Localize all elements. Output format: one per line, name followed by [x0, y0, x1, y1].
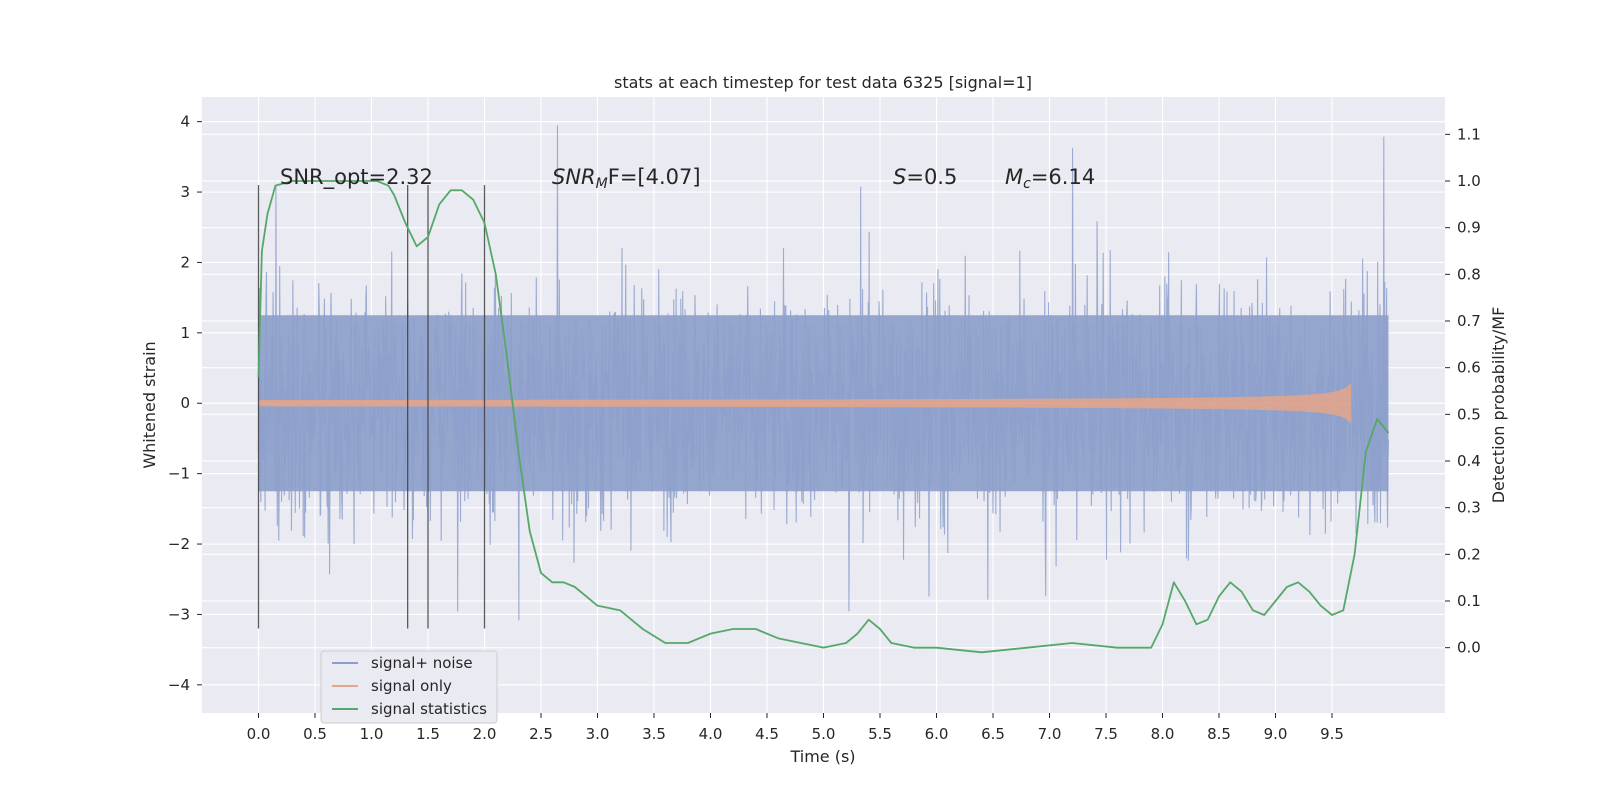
y-tick-label: −2: [168, 535, 190, 553]
y-tick-label: 1: [180, 324, 190, 342]
annotation-snr-mf-symbol: SNR: [552, 165, 596, 189]
vertical-lines: [257, 185, 486, 629]
annotation-mc-value: =6.14: [1031, 165, 1095, 189]
x-tick-label: 9.5: [1320, 725, 1344, 743]
legend-label-signal-statistics: signal statistics: [371, 700, 487, 718]
y2-tick-label: 0.6: [1457, 359, 1481, 377]
x-tick-label: 1.5: [416, 725, 440, 743]
x-tick-label: 5.0: [812, 725, 836, 743]
signal-statistics-line: [257, 180, 1390, 654]
y2-tick-label: 0.3: [1457, 499, 1481, 517]
x-tick-label: 2.0: [473, 725, 497, 743]
x-tick-label: 0.5: [303, 725, 327, 743]
y2-tick-label: 0.7: [1457, 312, 1481, 330]
signal-only-series: [258, 382, 1352, 424]
y-tick-label: −3: [168, 605, 190, 623]
x-tick-label: 1.0: [360, 725, 384, 743]
legend-label-signal-only: signal only: [371, 677, 452, 695]
x-axis-label: Time (s): [789, 747, 855, 766]
x-tick-label: 7.0: [1038, 725, 1062, 743]
annotation-mc: Mc=6.14: [1005, 165, 1095, 192]
annotation-s-symbol: S: [893, 165, 906, 189]
x-tick-label: 8.0: [1151, 725, 1175, 743]
annotation-mc-subscript: c: [1023, 176, 1031, 192]
y-tick-label: 3: [180, 183, 190, 201]
y2-tick-label: 0.4: [1457, 452, 1481, 470]
y-tick-label: −4: [168, 676, 190, 694]
y2-axis-label: Detection probability/MF: [1489, 307, 1508, 504]
signal-statistics-series: [257, 180, 1390, 654]
y2-tick-label: 0.9: [1457, 219, 1481, 237]
y2-tick-label: 0.2: [1457, 545, 1481, 563]
annotation-snr-mf: SNRMF=[4.07]: [552, 165, 701, 192]
y-tick-label: 2: [180, 253, 190, 271]
y-tick-label: −1: [168, 465, 190, 483]
x-axis-ticks: 0.0 0.5 1.0 1.5 2.0 2.5 3.0 3.5 4.0 4.5 5.0 5.5 6.0 6…: [247, 713, 1344, 743]
y-axis-ticks: 4 3 2 1 0 −1 −2 −3 −4: [168, 113, 202, 694]
x-tick-label: 4.5: [755, 725, 779, 743]
legend-box: [320, 650, 498, 724]
x-tick-label: 7.5: [1094, 725, 1118, 743]
y-axis-label: Whitened strain: [140, 341, 159, 468]
x-tick-label: 6.5: [981, 725, 1005, 743]
annotation-mc-symbol: M: [1005, 165, 1023, 189]
x-tick-label: 5.5: [868, 725, 892, 743]
x-tick-label: 4.0: [699, 725, 723, 743]
y2-tick-label: 0.0: [1457, 639, 1481, 657]
y2-tick-label: 0.1: [1457, 592, 1481, 610]
annotation-s: S=0.5: [893, 165, 957, 189]
y-tick-label: 4: [180, 113, 190, 131]
chart-title: stats at each timestep for test data 632…: [614, 73, 1032, 92]
x-tick-label: 8.5: [1207, 725, 1231, 743]
y-tick-label: 0: [180, 394, 190, 412]
legend-label-signal-plus-noise: signal+ noise: [371, 654, 473, 672]
y2-tick-label: 0.5: [1457, 405, 1481, 423]
x-tick-label: 2.5: [529, 725, 553, 743]
x-tick-label: 0.0: [247, 725, 271, 743]
annotation-snr-opt: SNR_opt=2.32: [280, 165, 433, 190]
x-tick-label: 3.5: [642, 725, 666, 743]
x-tick-label: 6.0: [925, 725, 949, 743]
annotation-snr-mf-subscript: M: [596, 176, 608, 192]
y2-tick-label: 1.0: [1457, 172, 1481, 190]
y2-axis-ticks: 1.1 1.0 0.9 0.8 0.7 0.6 0.5 0.4 0.3 0.2 0.1 0.0: [1445, 125, 1481, 657]
y2-tick-label: 0.8: [1457, 265, 1481, 283]
y2-tick-label: 1.1: [1457, 125, 1481, 143]
legend: signal+ noise signal only signal statist…: [320, 650, 498, 724]
annotation-s-value: =0.5: [906, 165, 957, 189]
x-tick-label: 3.0: [586, 725, 610, 743]
annotation-snr-mf-value: F=[4.07]: [608, 165, 701, 189]
x-tick-label: 9.0: [1264, 725, 1288, 743]
